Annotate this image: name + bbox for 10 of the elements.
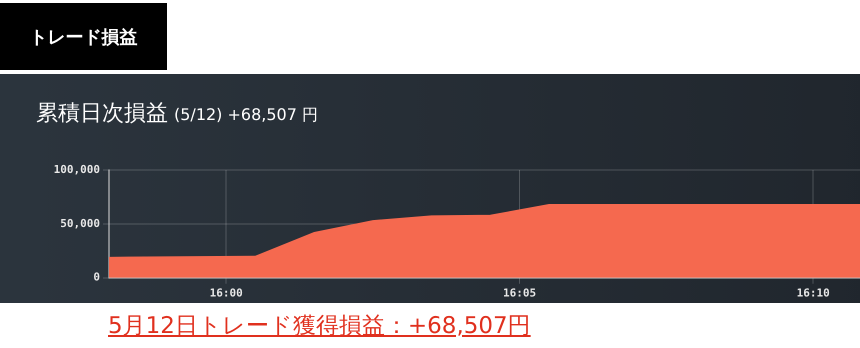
text: トレード損益 xyxy=(0,3,167,70)
x-tick-label: 16:10 xyxy=(796,286,830,300)
x-tick-label: 16:05 xyxy=(502,286,536,300)
chart-subtitle: (5/12) +68,507 円 xyxy=(174,105,318,124)
chart-title: 累積日次損益 xyxy=(36,101,168,126)
x-tick-label: 16:00 xyxy=(210,286,243,300)
text: 5月12日トレード獲得損益：+68,507円 xyxy=(108,312,531,341)
y-tick-label: 100,000 xyxy=(54,162,100,176)
y-tick-label: 0 xyxy=(93,270,100,284)
y-tick-label: 50,000 xyxy=(60,216,100,230)
